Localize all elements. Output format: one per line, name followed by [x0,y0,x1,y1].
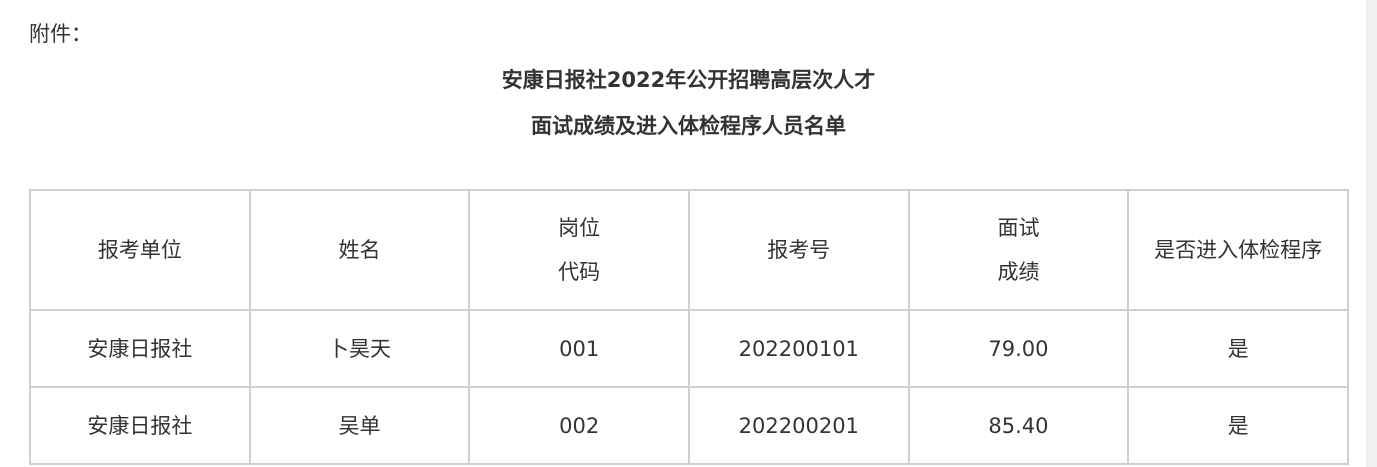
cell-post-code: 002 [468,386,690,465]
table-header-row: 报考单位 姓名 岗位 代码 报考号 面试 成绩 是否进入体检程序 [29,189,1349,311]
header-cell: 报考单位 [29,189,251,311]
attachment-label: 附件： [29,22,92,46]
vertical-scrollbar[interactable] [1366,0,1377,467]
header-cell: 面试 成绩 [907,189,1130,311]
cell-score: 79.00 [907,309,1130,388]
cell-unit: 安康日报社 [29,386,251,465]
cell-name: 吴单 [248,386,471,465]
table-row: 安康日报社 卜昊天 001 202200101 79.00 是 [29,309,1349,388]
cell-exam-number: 202200101 [687,309,910,388]
cell-physical-exam: 是 [1127,386,1349,465]
header-cell: 报考号 [687,189,910,311]
cell-physical-exam: 是 [1127,309,1349,388]
header-cell: 是否进入体检程序 [1127,189,1349,311]
cell-exam-number: 202200201 [687,386,910,465]
cell-post-code: 001 [468,309,690,388]
cell-unit: 安康日报社 [29,309,251,388]
document-title-line1: 安康日报社2022年公开招聘高层次人才 [501,68,876,92]
cell-name: 卜昊天 [248,309,471,388]
table-row: 安康日报社 吴单 002 202200201 85.40 是 [29,386,1349,465]
cell-score: 85.40 [907,386,1130,465]
header-cell: 姓名 [248,189,471,311]
results-table: 报考单位 姓名 岗位 代码 报考号 面试 成绩 是否进入体检程序 安康日报社 卜昊天… [29,189,1349,465]
document-title-line2: 面试成绩及进入体检程序人员名单 [531,114,846,138]
header-cell: 岗位 代码 [468,189,690,311]
